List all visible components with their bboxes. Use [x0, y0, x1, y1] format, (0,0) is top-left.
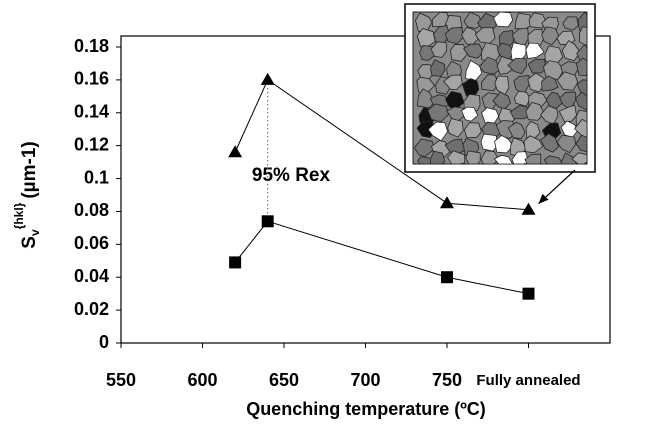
triangle-marker: [261, 73, 275, 85]
y-tick-label: 0.12: [74, 134, 109, 154]
y-tick-label: 0: [99, 332, 109, 352]
y-tick-label: 0.16: [74, 69, 109, 89]
y-tick-label: 0.14: [74, 102, 109, 122]
y-axis-label: Sv{hkl} (µm-1): [12, 141, 42, 248]
square-marker: [523, 288, 535, 300]
y-tick-label: 0.18: [74, 36, 109, 56]
y-label-sub: v: [28, 229, 42, 236]
x-tick-label: 750: [432, 370, 462, 390]
x-tick-label: 650: [269, 370, 299, 390]
square-marker: [262, 215, 274, 227]
annotation: 95% Rex: [252, 165, 331, 186]
y-tick-label: 0.08: [74, 200, 109, 220]
square-marker: [229, 256, 241, 268]
y-label-unit: (µm-1): [19, 141, 40, 198]
series-line: [235, 221, 528, 293]
y-tick-label: 0.02: [74, 299, 109, 319]
y-tick-label: 0.04: [74, 266, 109, 286]
y-label-sup: {hkl}: [12, 202, 26, 229]
y-tick-label: 0.1: [84, 167, 109, 187]
y-label-main: S: [19, 236, 40, 249]
page: Quenching temperature (ºC) Sv{hkl} (µm-1)…: [0, 0, 649, 424]
grain: [418, 157, 432, 164]
triangle-marker: [228, 145, 242, 157]
triangle-marker: [440, 196, 454, 208]
grain: [466, 151, 480, 164]
square-marker: [441, 271, 453, 283]
x-tick-label: Fully annealed: [476, 372, 580, 389]
grain: [482, 108, 499, 123]
micrograph-inset: [405, 4, 595, 172]
x-axis-label: Quenching temperature (ºC): [246, 399, 486, 419]
x-tick-label: 700: [350, 370, 380, 390]
triangle-marker: [522, 203, 536, 215]
x-tick-label: 600: [187, 370, 217, 390]
x-tick-label: 550: [106, 370, 136, 390]
chart: Quenching temperature (ºC) Sv{hkl} (µm-1)…: [0, 0, 649, 424]
y-tick-label: 0.06: [74, 233, 109, 253]
